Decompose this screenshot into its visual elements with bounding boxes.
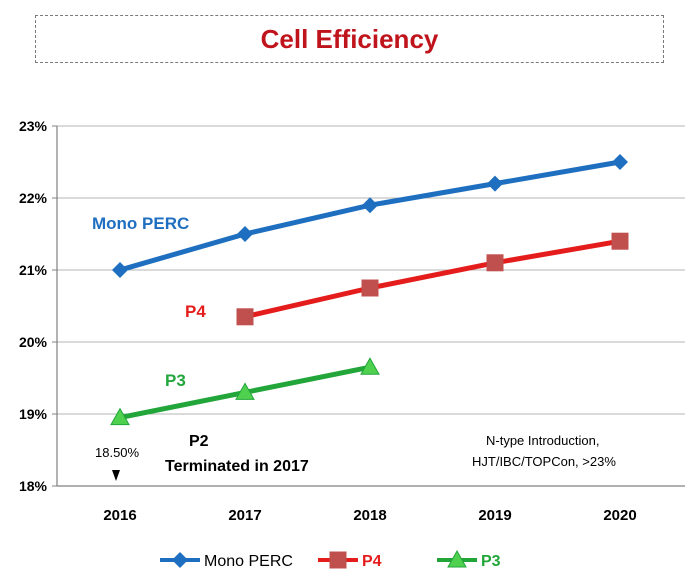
annotations: Mono PERC P4 P3 18.50% P2 Terminated in … [92,214,616,481]
down-arrow-icon [112,470,120,481]
x-tick-label: 2019 [478,507,511,524]
y-tick-label: 19% [19,406,48,422]
legend-marker [329,551,347,569]
y-tick-labels: 18% 19% 20% 21% 22% 23% [19,118,48,494]
series-lines [110,154,629,426]
x-tick-label: 2018 [353,507,386,524]
y-tick-label: 23% [19,118,48,134]
p4-line [242,238,623,320]
legend-marker [172,552,188,568]
mono-perc-point [362,197,378,214]
legend: Mono PERC P4 P3 [160,549,501,570]
p4-point [361,279,379,297]
p2-annotation-line1: P2 [189,433,209,450]
mono-perc-point [487,175,503,192]
p3-point [360,357,380,375]
mono-perc-point [612,154,628,170]
p4-annotation: P4 [185,302,206,321]
p2-annotation-line2: Terminated in 2017 [165,458,309,475]
chart-title: Cell Efficiency [260,23,439,54]
p3-annotation: P3 [165,371,186,390]
series-p3 [110,357,380,426]
series-p4 [236,232,629,326]
p4-point [236,308,254,326]
x-tick-label: 2016 [103,507,136,524]
legend-label: P4 [362,553,382,570]
x-tick-label: 2020 [603,507,636,524]
legend-item-mono-perc: Mono PERC [160,552,293,570]
p4-point [611,232,629,250]
mono-perc-annotation: Mono PERC [92,214,189,233]
chart-title-box: Cell Efficiency [35,15,664,63]
y-tick-label: 18% [19,478,48,494]
p3-point [235,382,255,400]
legend-item-p3: P3 [437,549,501,570]
mono-perc-point [112,262,128,278]
x-tick-labels: 2016 2017 2018 2019 2020 [103,507,636,524]
legend-label: P3 [481,553,501,570]
series-mono-perc [112,154,628,278]
y-tick-label: 21% [19,262,48,278]
x-tick-label: 2017 [228,507,261,524]
p4-point [486,254,504,272]
ntype-annotation-line1: N-type Introduction, [486,433,599,448]
y-tick-label: 20% [19,334,48,350]
ntype-annotation-line2: HJT/IBC/TOPCon, >23% [472,454,616,469]
axes [56,126,685,487]
gridlines [52,125,685,487]
legend-label: Mono PERC [204,553,293,570]
legend-item-p4: P4 [318,551,382,570]
p3-point [110,407,130,426]
y-tick-label: 22% [19,190,48,206]
legend-marker [447,549,467,568]
value-annotation: 18.50% [95,445,140,460]
mono-perc-point [237,226,253,242]
